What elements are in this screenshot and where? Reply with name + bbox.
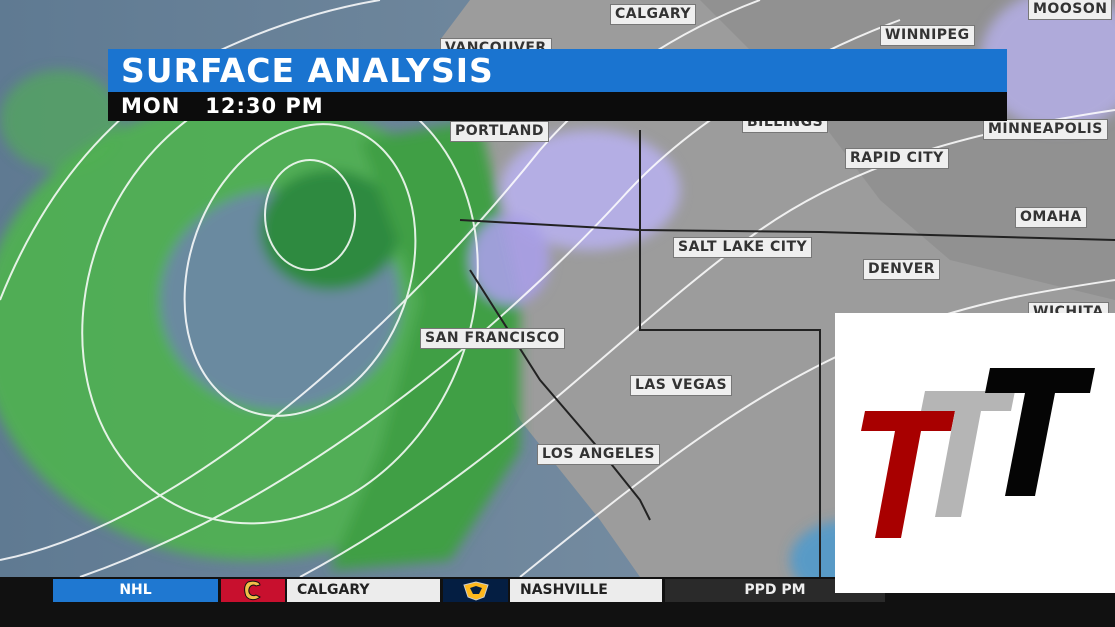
city-label: CALGARY (610, 4, 697, 25)
banner-title: SURFACE ANALYSIS (108, 49, 1007, 92)
banner-time: MON 12:30 PM (108, 92, 1007, 121)
city-label: PORTLAND (450, 121, 549, 142)
city-label: SALT LAKE CITY (673, 237, 813, 258)
city-label: OMAHA (1015, 207, 1087, 228)
game-status: PPD PM (665, 579, 885, 602)
logo-gray-t-icon (921, 391, 1015, 517)
watermark-logo (835, 313, 1115, 593)
league-label: NHL (53, 579, 218, 602)
city-label: LOS ANGELES (537, 444, 660, 465)
city-label: WINNIPEG (880, 25, 975, 46)
logo-black-t-icon (985, 368, 1095, 496)
logo-red-t-icon (861, 411, 955, 538)
city-label: SAN FRANCISCO (420, 328, 565, 349)
nashville-predators-logo-icon (443, 579, 508, 602)
calgary-flames-logo-icon (221, 579, 285, 602)
city-label: MINNEAPOLIS (983, 119, 1108, 140)
city-label: RAPID CITY (845, 148, 949, 169)
city-label: LAS VEGAS (630, 375, 733, 396)
team-name: CALGARY (287, 579, 440, 602)
team-name: NASHVILLE (510, 579, 662, 602)
city-label: DENVER (863, 259, 941, 280)
city-label: MOOSON (1028, 0, 1113, 20)
